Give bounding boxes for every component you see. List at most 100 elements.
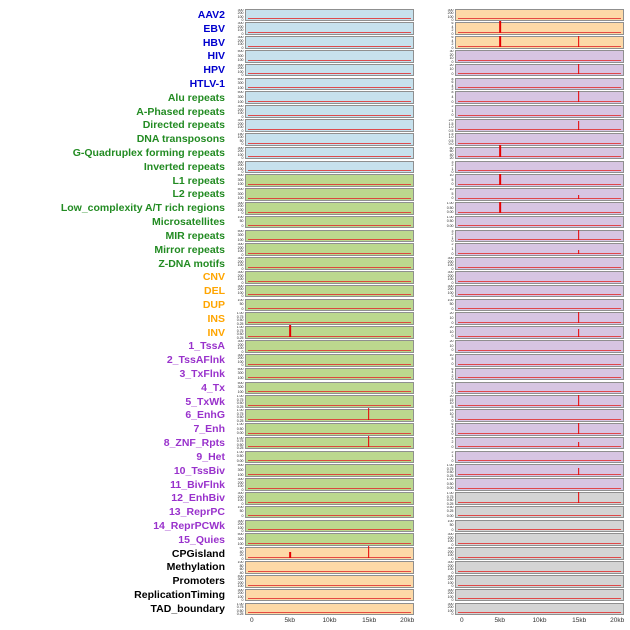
track-panel-right (455, 215, 624, 229)
y-tick-label: 0 (451, 31, 454, 36)
track-panel-left (245, 408, 414, 422)
y-tick-label: 0.50 (236, 401, 244, 406)
y-tick-label: 0.25 (236, 404, 244, 408)
y-tick-label: 100 (237, 472, 244, 477)
y-tick-label: 10 (449, 67, 454, 72)
signal-baseline (248, 73, 411, 75)
y-tick-label: 2 (451, 163, 454, 168)
y-axis-ticks-left: 300 200 100 0 (227, 589, 245, 602)
y-tick-label: 300 (447, 533, 454, 537)
track-panel-left (245, 450, 414, 464)
y-axis-ticks-left: 4003002001000 (227, 575, 245, 588)
track-panel-left (245, 546, 414, 560)
track-label: A-Phased repeats (136, 105, 225, 118)
y-tick-label: 300 (447, 257, 454, 261)
y-tick-label: 6 (451, 36, 454, 40)
y-tick-label: 200 (447, 535, 454, 540)
y-axis-ticks-right: 1.000.750.500.250.00 (414, 492, 455, 505)
y-tick-label: 100 (237, 152, 244, 157)
track-panel-right (455, 119, 624, 132)
y-tick-label: 0 (241, 306, 244, 311)
signal-baseline (248, 32, 411, 34)
y-tick-label: 0 (451, 306, 454, 311)
y-tick-label: 0 (241, 294, 244, 298)
signal-baseline (458, 515, 621, 517)
y-tick-label: 50 (239, 302, 244, 307)
y-tick-label: 5 (451, 191, 454, 196)
y-tick-label: 300 (237, 284, 244, 288)
y-tick-label: 200 (447, 259, 454, 264)
x-tick-label: 20kb (610, 617, 625, 624)
y-tick-label: 4 (451, 83, 454, 88)
track-panel-left (245, 588, 414, 602)
track-panel-right (455, 21, 624, 36)
signal-peak (577, 312, 580, 324)
y-axis-ticks-left: 1.00 0.50 0.00 (227, 423, 245, 436)
signal-baseline (458, 197, 621, 199)
track-row: 14_ReprPCWk 300 200 100 0 100 50 0 (0, 519, 630, 533)
track-panel-right (455, 602, 624, 616)
y-tick-label: 100 (237, 28, 244, 33)
y-tick-label: 300 (447, 284, 454, 288)
track-label: CNV (202, 271, 225, 284)
signal-peak (499, 174, 502, 185)
y-tick-label: 0 (241, 529, 244, 533)
y-tick-label: 1.00 (236, 602, 244, 606)
signal-baseline (458, 349, 621, 351)
track-panel-right (455, 519, 624, 533)
track-label: 6_EnhG (185, 409, 225, 422)
y-tick-label: 20 (449, 340, 454, 344)
track-row: 5_TxWk 1.000.750.500.250.00 20151050 (0, 395, 630, 409)
y-tick-label: 2 (451, 42, 454, 47)
track-panel-left (245, 435, 414, 450)
y-tick-label: 100 (237, 498, 244, 503)
track-label: 12_EnhBiv (171, 492, 225, 505)
y-tick-label: 200 (237, 121, 244, 126)
signal-baseline (458, 335, 621, 337)
signal-peak (577, 63, 580, 75)
track-panel-left (245, 105, 414, 118)
track-label: Directed repeats (142, 119, 225, 132)
y-tick-label: 0 (241, 349, 244, 353)
track-panel-left (245, 284, 414, 298)
track-panel-left (245, 119, 414, 132)
track-panel-right (455, 422, 624, 436)
signal-peak (499, 201, 502, 213)
y-tick-label: 50 (449, 523, 454, 528)
signal-peak (367, 435, 370, 448)
y-tick-label: 0 (451, 432, 454, 436)
y-tick-label: 200 (237, 204, 244, 209)
y-tick-label: 10 (449, 343, 454, 348)
y-tick-label: 1.00 (236, 395, 244, 399)
track-panel-left (245, 229, 414, 243)
signal-baseline (458, 612, 621, 614)
x-axis-left: 0 5kb 10kb 15kb 20kb (245, 617, 414, 627)
y-tick-label: 0 (451, 45, 454, 49)
y-tick-label: 200 (447, 563, 454, 568)
y-tick-label: 500 (237, 533, 244, 537)
signal-baseline (248, 308, 411, 310)
y-tick-label: 20 (449, 312, 454, 316)
y-tick-label: 300 (237, 95, 244, 100)
signal-baseline (248, 377, 411, 379)
y-axis-ticks-left: 1.000.750.500.250.00 (227, 326, 245, 339)
y-tick-label: 0.75 (236, 439, 244, 444)
y-tick-label: 100 (237, 207, 244, 212)
track-label: EBV (203, 22, 225, 35)
y-tick-label: 0.75 (446, 466, 454, 471)
signal-baseline (458, 570, 621, 572)
y-tick-label: 100 (447, 539, 454, 544)
track-panel-left (245, 146, 414, 160)
signal-baseline (458, 280, 621, 282)
y-axis-ticks-left: 300 200 100 0 (227, 202, 245, 215)
y-tick-label: 100 (237, 389, 244, 394)
y-tick-label: 300 (237, 22, 244, 26)
y-tick-label: 1.0 (448, 135, 454, 140)
track-panel-left (245, 561, 414, 574)
y-tick-label: 300 (237, 478, 244, 482)
signal-peak (289, 552, 292, 558)
y-tick-label: 20 (449, 156, 454, 160)
